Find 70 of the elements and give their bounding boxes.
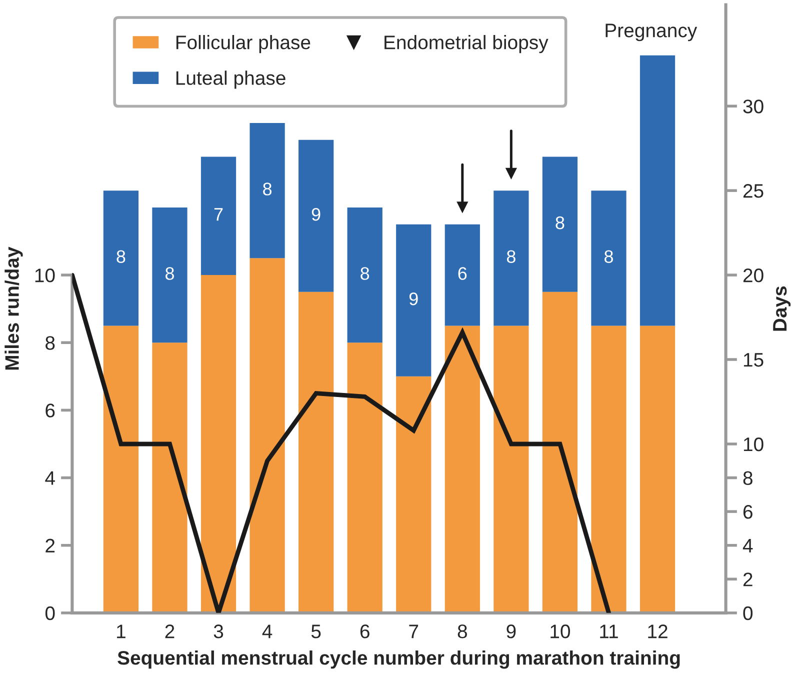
y2-tick-label: 20 xyxy=(743,268,764,282)
data-label: 8 xyxy=(556,216,564,230)
data-label: 8 xyxy=(263,182,272,196)
y2-tick-label: 25 xyxy=(743,184,764,198)
bar xyxy=(298,292,334,613)
y-tick-label: 2 xyxy=(46,538,55,552)
y-tick-label: 8 xyxy=(46,336,55,350)
x-tick-label: 12 xyxy=(648,624,668,638)
legend-label: Luteal phase xyxy=(176,70,286,89)
bar xyxy=(494,190,529,326)
x-tick-label: 1 xyxy=(117,624,126,638)
bar xyxy=(152,342,188,613)
bar xyxy=(494,326,529,613)
y2-tick-label: 4 xyxy=(742,539,753,552)
bar xyxy=(396,376,432,613)
y2-tick-label: 2 xyxy=(743,572,752,586)
y-tick-label: 6 xyxy=(46,404,55,418)
legend-label: Follicular phase xyxy=(176,35,310,54)
bar xyxy=(298,140,334,292)
bar xyxy=(444,224,480,326)
x-axis-title: Sequential menstrual cycle number during marathon training xyxy=(118,650,680,669)
data-label: 8 xyxy=(116,250,126,263)
data-label: 8 xyxy=(360,267,370,280)
data-label: 6 xyxy=(458,267,467,280)
y2-tick-label: 10 xyxy=(744,437,764,452)
x-tick-label: 11 xyxy=(600,624,618,638)
bar xyxy=(347,342,382,613)
bar xyxy=(250,123,285,258)
bar xyxy=(347,207,382,343)
y2-tick-label: 30 xyxy=(743,100,764,114)
y-tick-label: 4 xyxy=(45,471,55,485)
bar xyxy=(542,156,578,292)
data-label: 8 xyxy=(506,250,516,263)
x-tick-label: 7 xyxy=(409,624,418,638)
y-axis-title: Miles run/day xyxy=(4,246,23,370)
x-tick-label: 6 xyxy=(360,624,370,638)
y2-tick-label: 15 xyxy=(744,353,764,367)
x-tick-label: 9 xyxy=(506,624,516,638)
bar xyxy=(200,275,236,613)
y2-tick-label: 0 xyxy=(743,606,753,620)
x-tick-label: 4 xyxy=(262,624,272,638)
bar xyxy=(444,326,480,613)
data-label: 8 xyxy=(604,250,613,263)
annotation: Pregnancy xyxy=(606,24,698,42)
x-tick-label: 10 xyxy=(550,624,570,638)
data-label: 7 xyxy=(214,208,223,221)
x-tick-label: 5 xyxy=(311,624,321,638)
bar xyxy=(542,292,578,613)
data-label: 9 xyxy=(312,208,320,221)
x-tick-label: 8 xyxy=(458,624,467,638)
x-tick-label: 2 xyxy=(165,624,174,638)
bar xyxy=(152,207,188,343)
bar xyxy=(200,156,236,276)
bar xyxy=(103,326,139,613)
y2-tick-label: 6 xyxy=(743,505,752,519)
y2-axis-title: Days xyxy=(773,286,791,331)
bar xyxy=(250,258,285,613)
bar xyxy=(591,190,626,326)
bar xyxy=(591,326,626,613)
bar xyxy=(640,55,676,326)
y-tick-label: 0 xyxy=(45,606,55,620)
bar xyxy=(103,190,139,326)
bar xyxy=(396,224,432,376)
legend-label: Endometrial biopsy xyxy=(384,35,548,54)
y2-tick-label: 8 xyxy=(743,471,752,485)
data-label: 9 xyxy=(409,292,418,306)
x-tick-label: 3 xyxy=(214,624,224,638)
data-label: 8 xyxy=(166,267,174,280)
y-tick-label: 10 xyxy=(35,268,55,282)
bar xyxy=(640,326,676,613)
